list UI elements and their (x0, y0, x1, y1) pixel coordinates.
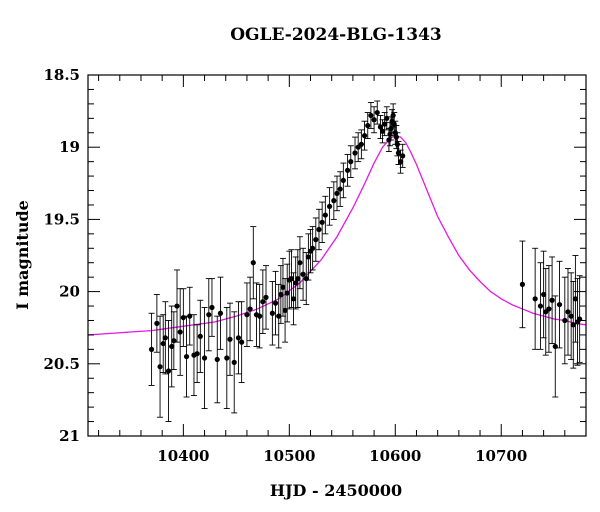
data-point (160, 340, 166, 347)
data-point (361, 133, 368, 139)
data-point (365, 122, 371, 129)
x-tick-label: 10700 (475, 447, 527, 465)
data-point (570, 322, 576, 328)
data-point (177, 329, 183, 335)
x-ticks: 10400 10500 10600 10700 (98, 75, 587, 465)
data-point (276, 313, 282, 319)
plot-frame (87, 74, 587, 437)
data-point (390, 112, 396, 119)
data-point (280, 284, 286, 290)
data-point (393, 134, 399, 140)
x-tick-label: 10500 (263, 447, 315, 465)
data-point (313, 237, 319, 243)
data-point (395, 150, 402, 156)
y-tick-label: 20.5 (43, 355, 80, 373)
data-point (358, 141, 364, 147)
data-point (541, 291, 547, 298)
data-point (400, 153, 406, 159)
data-point (247, 306, 253, 312)
data-point (565, 309, 571, 315)
y-tick-label: 20 (59, 283, 80, 301)
data-point (278, 291, 284, 298)
x-axis-label: HJD - 2450000 (270, 481, 402, 500)
y-tick-label: 21 (59, 427, 80, 445)
chart-title: OGLE-2024-BLG-1343 (230, 25, 442, 45)
data-point (316, 226, 322, 233)
data-point (269, 310, 275, 316)
data-point (250, 260, 256, 266)
data-point (352, 150, 358, 156)
data-point (556, 301, 563, 308)
data-point (300, 271, 306, 277)
data-point (197, 333, 203, 339)
data-point (206, 312, 212, 318)
data-point (201, 355, 208, 361)
data-point (217, 310, 224, 316)
data-point (295, 276, 301, 282)
data-point (331, 198, 337, 204)
data-point (377, 124, 384, 130)
data-point (272, 300, 279, 306)
data-point (154, 320, 160, 326)
data-point (310, 245, 316, 251)
data-point (174, 303, 180, 309)
data-point (227, 336, 233, 342)
data-point (165, 368, 172, 374)
data-point (340, 177, 346, 184)
data-point (322, 212, 328, 218)
data-point (209, 304, 215, 311)
data-point (394, 141, 400, 147)
data-point (537, 303, 544, 309)
data-point (562, 317, 568, 324)
data-point (231, 359, 237, 365)
data-point (344, 167, 351, 173)
data-point (382, 121, 388, 127)
x-tick-label: 10600 (369, 447, 421, 465)
y-tick-label: 19.5 (43, 210, 80, 228)
data-point (368, 112, 374, 119)
model-curve (88, 134, 586, 336)
data-point (183, 353, 190, 360)
data-point (305, 254, 311, 260)
y-ticks: 18.5 19 19.5 20 20.5 21 (43, 66, 586, 445)
data-point (371, 117, 377, 123)
data-point (284, 290, 290, 296)
data-point (297, 260, 303, 266)
data-point (348, 159, 354, 165)
y-tick-label: 19 (59, 138, 80, 156)
data-point (235, 335, 242, 341)
data-point (244, 312, 250, 318)
data-point (572, 296, 579, 302)
data-point (397, 159, 404, 165)
data-point (288, 276, 295, 282)
data-point (319, 219, 325, 225)
data-point (224, 355, 230, 361)
data-point (293, 280, 299, 286)
data-point (214, 356, 220, 363)
data-point (337, 186, 343, 192)
data-point (239, 339, 245, 345)
data-point (549, 297, 555, 303)
data-point (334, 190, 340, 197)
data-point (290, 296, 297, 302)
plot-area (88, 100, 586, 423)
y-axis-label: I magnitude (13, 200, 32, 310)
y-tick-label: 18.5 (43, 66, 80, 84)
data-point (257, 313, 263, 319)
data-point (148, 346, 155, 352)
data-point (169, 343, 175, 350)
data-point (260, 299, 266, 305)
data-point (568, 313, 574, 319)
data-point (162, 335, 168, 341)
data-point (374, 109, 380, 116)
data-point (194, 351, 200, 357)
data-point (157, 364, 163, 370)
x-tick-label: 10400 (157, 447, 209, 465)
data-point (532, 296, 538, 302)
data-point (519, 281, 526, 287)
data-point (326, 203, 333, 210)
data-point (546, 306, 552, 312)
data-point (263, 294, 269, 300)
